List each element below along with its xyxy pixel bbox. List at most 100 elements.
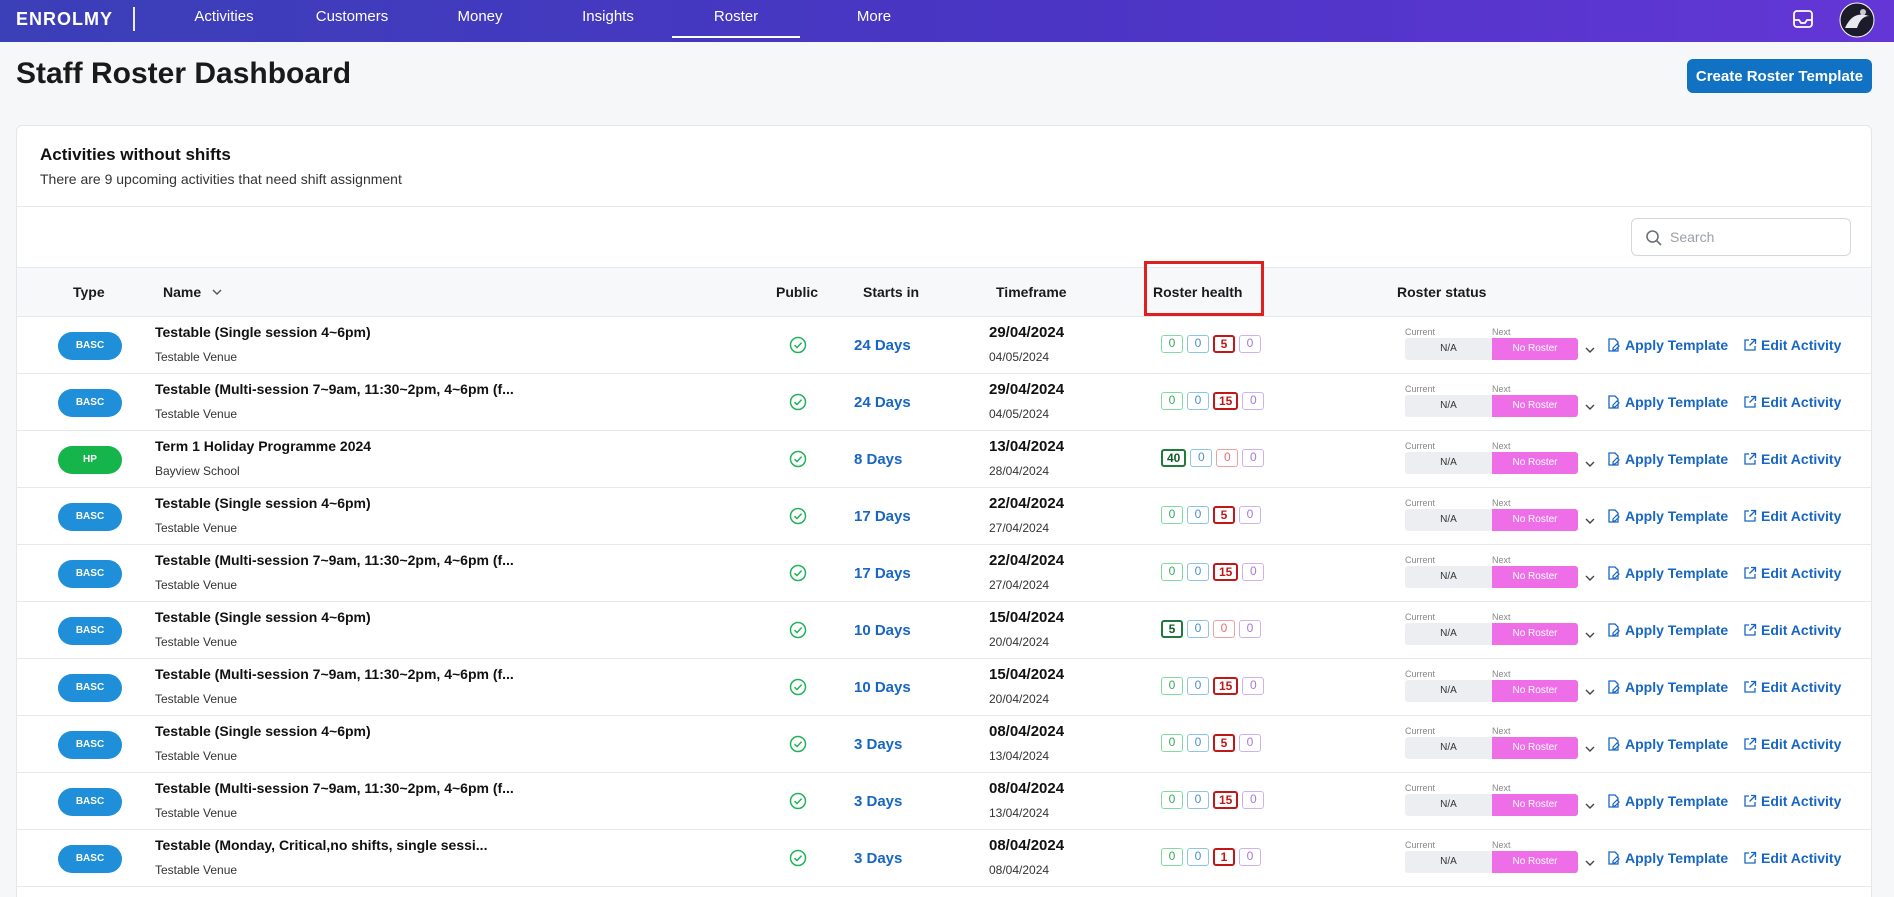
- edit-activity-button[interactable]: Edit Activity: [1743, 679, 1841, 695]
- chevron-down-icon[interactable]: [1584, 343, 1596, 361]
- external-edit-icon: [1744, 623, 1757, 636]
- activity-name[interactable]: Testable (Multi-session 7~9am, 11:30~2pm…: [155, 381, 514, 397]
- roster-health: 0 0 15 0: [1161, 392, 1268, 412]
- timeframe-start: 22/04/2024: [989, 495, 1065, 512]
- edit-activity-button[interactable]: Edit Activity: [1743, 793, 1841, 809]
- nav-activities[interactable]: Activities: [194, 8, 254, 25]
- apply-template-button[interactable]: Apply Template: [1607, 622, 1728, 638]
- table-row[interactable]: BASC Testable (Single session 4~6pm) Tes…: [17, 488, 1871, 545]
- table-row[interactable]: BASC Testable (Monday, Critical,no shift…: [17, 830, 1871, 887]
- chevron-down-icon[interactable]: [1584, 799, 1596, 817]
- edit-activity-label: Edit Activity: [1761, 508, 1842, 524]
- roster-health: 0 0 15 0: [1161, 677, 1268, 697]
- chevron-down-icon[interactable]: [1584, 571, 1596, 589]
- apply-template-button[interactable]: Apply Template: [1607, 337, 1728, 353]
- chevron-down-icon[interactable]: [1584, 856, 1596, 874]
- health-count: 0: [1161, 563, 1183, 581]
- current-roster-status: N/A: [1405, 680, 1492, 702]
- health-count: 0: [1216, 449, 1239, 467]
- activity-name[interactable]: Testable (Monday, Critical,no shifts, si…: [155, 837, 488, 853]
- chevron-down-icon[interactable]: [1584, 685, 1596, 703]
- activity-name[interactable]: Term 1 Holiday Programme 2024: [155, 438, 372, 454]
- search-input[interactable]: [1670, 227, 1840, 247]
- type-badge: BASC: [58, 389, 122, 417]
- table-row[interactable]: HP Term 1 Holiday Programme 2024 Bayview…: [17, 431, 1871, 488]
- timeframe-end: 27/04/2024: [989, 521, 1050, 535]
- timeframe-start: 22/04/2024: [989, 552, 1065, 569]
- activity-name[interactable]: Testable (Single session 4~6pm): [155, 723, 371, 739]
- activity-name[interactable]: Testable (Multi-session 7~9am, 11:30~2pm…: [155, 780, 514, 796]
- edit-activity-button[interactable]: Edit Activity: [1743, 337, 1841, 353]
- health-count: 5: [1213, 506, 1235, 524]
- activity-name[interactable]: Testable (Single session 4~6pm): [155, 495, 371, 511]
- col-timeframe: Timeframe: [996, 284, 1067, 300]
- table-row[interactable]: BASC Testable (Single session 4~6pm) Tes…: [17, 317, 1871, 374]
- table-row[interactable]: BASC Testable (Multi-session 7~9am, 11:3…: [17, 659, 1871, 716]
- current-label: Current: [1405, 555, 1436, 565]
- timeframe-end: 08/04/2024: [989, 863, 1050, 877]
- next-roster-status: No Roster: [1492, 395, 1578, 417]
- current-roster-status: N/A: [1405, 623, 1492, 645]
- apply-template-button[interactable]: Apply Template: [1607, 793, 1728, 809]
- nav-customers[interactable]: Customers: [315, 8, 389, 25]
- chevron-down-icon[interactable]: [1584, 628, 1596, 646]
- chevron-down-icon[interactable]: [1584, 514, 1596, 532]
- table-row[interactable]: BASC Testable (Single session 4~6pm) Tes…: [17, 716, 1871, 773]
- apply-template-icon: [1608, 452, 1620, 466]
- nav-more[interactable]: More: [856, 8, 892, 25]
- next-roster-status: No Roster: [1492, 452, 1578, 474]
- apply-template-button[interactable]: Apply Template: [1607, 736, 1728, 752]
- col-name[interactable]: Name: [163, 284, 223, 300]
- edit-activity-button[interactable]: Edit Activity: [1743, 622, 1841, 638]
- inbox-icon[interactable]: [1792, 9, 1814, 34]
- timeframe-start: 15/04/2024: [989, 666, 1065, 683]
- nav-roster[interactable]: Roster: [672, 0, 800, 38]
- chevron-down-icon[interactable]: [1584, 742, 1596, 760]
- apply-template-label: Apply Template: [1625, 622, 1729, 638]
- avatar[interactable]: [1839, 2, 1875, 43]
- edit-activity-label: Edit Activity: [1761, 850, 1842, 866]
- edit-activity-button[interactable]: Edit Activity: [1743, 508, 1841, 524]
- edit-activity-button[interactable]: Edit Activity: [1743, 850, 1841, 866]
- chevron-down-icon[interactable]: [1584, 400, 1596, 418]
- nav-insights[interactable]: Insights: [582, 8, 634, 25]
- table-row[interactable]: BASC Testable (Multi-session 7~9am, 11:3…: [17, 773, 1871, 830]
- venue-name: Testable Venue: [155, 692, 238, 706]
- timeframe-start: 08/04/2024: [989, 780, 1065, 797]
- table-row[interactable]: BASC Testable (Multi-session 7~9am, 11:3…: [17, 545, 1871, 602]
- edit-activity-button[interactable]: Edit Activity: [1743, 394, 1841, 410]
- health-count: 0: [1239, 848, 1261, 866]
- apply-template-button[interactable]: Apply Template: [1607, 565, 1728, 581]
- activity-name[interactable]: Testable (Multi-session 7~9am, 11:30~2pm…: [155, 552, 514, 568]
- nav-money[interactable]: Money: [457, 8, 503, 25]
- edit-activity-button[interactable]: Edit Activity: [1743, 451, 1841, 467]
- search-box[interactable]: [1631, 218, 1851, 256]
- apply-template-label: Apply Template: [1625, 736, 1729, 752]
- apply-template-icon: [1608, 680, 1620, 694]
- apply-template-label: Apply Template: [1625, 793, 1729, 809]
- enrolmy-logo[interactable]: ENROLMY: [16, 9, 113, 29]
- apply-template-button[interactable]: Apply Template: [1607, 850, 1728, 866]
- timeframe-end: 13/04/2024: [989, 806, 1050, 820]
- apply-template-button[interactable]: Apply Template: [1607, 679, 1728, 695]
- chevron-down-icon[interactable]: [1584, 457, 1596, 475]
- venue-name: Testable Venue: [155, 749, 238, 763]
- apply-template-button[interactable]: Apply Template: [1607, 394, 1728, 410]
- edit-activity-button[interactable]: Edit Activity: [1743, 565, 1841, 581]
- current-roster-status: N/A: [1405, 338, 1492, 360]
- apply-template-button[interactable]: Apply Template: [1607, 508, 1728, 524]
- activity-name[interactable]: Testable (Single session 4~6pm): [155, 609, 371, 625]
- health-count: 0: [1187, 734, 1209, 752]
- chevron-down-icon: [212, 289, 222, 295]
- create-roster-template-button[interactable]: Create Roster Template: [1687, 59, 1872, 93]
- apply-template-button[interactable]: Apply Template: [1607, 451, 1728, 467]
- table-row[interactable]: BASC Testable (Multi-session 7~9am, 11:3…: [17, 374, 1871, 431]
- edit-activity-button[interactable]: Edit Activity: [1743, 736, 1841, 752]
- type-badge: BASC: [58, 503, 122, 531]
- activity-name[interactable]: Testable (Multi-session 7~9am, 11:30~2pm…: [155, 666, 514, 682]
- table-row[interactable]: BASC Testable (Single session 4~6pm) Tes…: [17, 602, 1871, 659]
- activity-name[interactable]: Testable (Single session 4~6pm): [155, 324, 371, 340]
- venue-name: Testable Venue: [155, 407, 238, 421]
